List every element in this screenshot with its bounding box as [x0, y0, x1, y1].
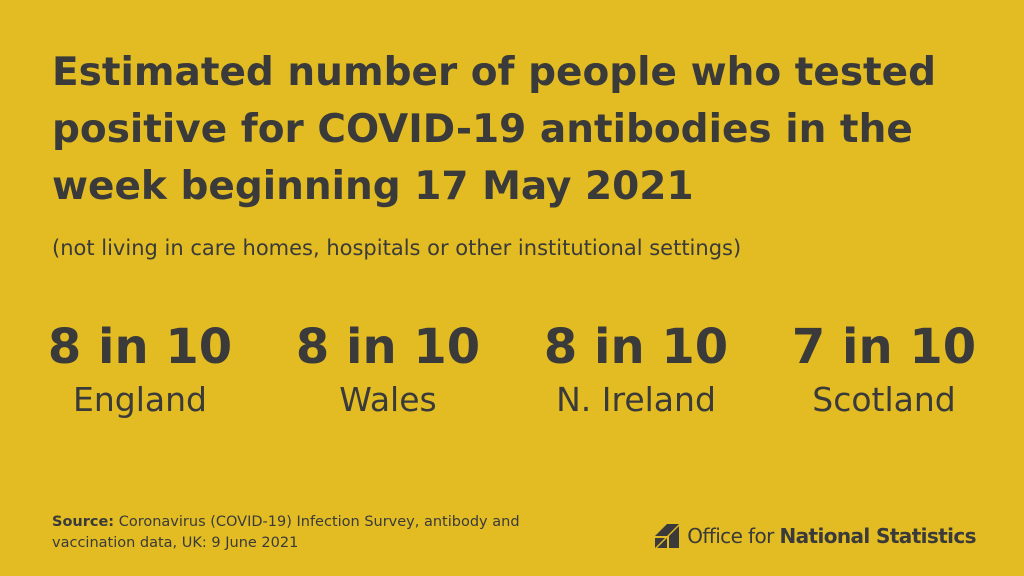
stat-value: 8 in 10 [543, 319, 729, 375]
ons-name: Office for National Statistics [687, 524, 976, 548]
ons-logo-icon [655, 524, 680, 548]
stat-northern-ireland: 8 in 10 N. Ireland [512, 316, 760, 422]
source-label: Source: [52, 514, 115, 530]
stat-value: 7 in 10 [791, 319, 977, 375]
stat-label: N. Ireland [556, 380, 716, 419]
stat-scotland: 7 in 10 Scotland [760, 316, 1008, 422]
ons-name-part2: National Statistics [779, 524, 976, 548]
stat-england: 8 in 10 England [16, 316, 264, 422]
stat-wales: 8 in 10 Wales [264, 316, 512, 422]
page-title: Estimated number of people who tested po… [52, 50, 937, 209]
stat-label: Wales [339, 380, 437, 419]
ons-branding: Office for National Statistics [653, 522, 977, 550]
stat-label: Scotland [812, 380, 956, 419]
subtitle: (not living in care homes, hospitals or … [52, 236, 742, 260]
ons-name-part1: Office for [687, 524, 780, 548]
source-note: Source: Coronavirus (COVID-19) Infection… [52, 512, 572, 554]
stat-value: 8 in 10 [295, 319, 481, 375]
stat-value: 8 in 10 [47, 319, 233, 375]
stat-label: England [73, 380, 207, 419]
source-text: Coronavirus (COVID-19) Infection Survey,… [52, 514, 520, 551]
stats-row: 8 in 10 England 8 in 10 Wales 8 in 10 N.… [16, 316, 1008, 422]
